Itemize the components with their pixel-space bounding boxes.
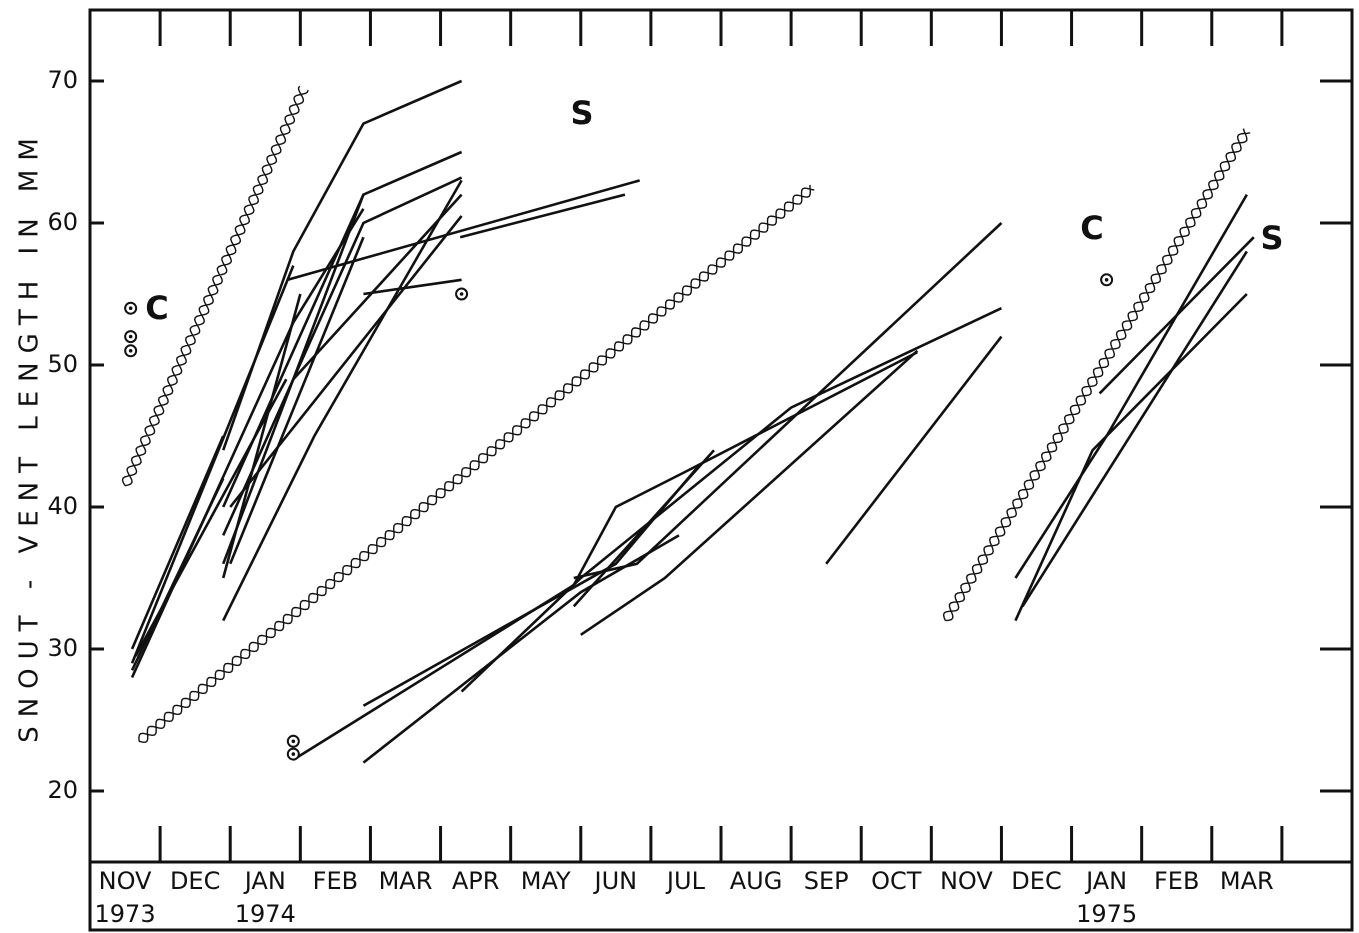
growth-line (287, 179, 641, 282)
y-tick-label: 30 (47, 634, 78, 662)
growth-line (362, 534, 680, 764)
x-month-label: MAY (521, 867, 571, 895)
growth-line (572, 449, 715, 608)
x-month-label: FEB (313, 867, 358, 895)
growth-line (130, 265, 295, 664)
x-year-label: 1975 (1076, 900, 1137, 928)
y-tick-label: 50 (47, 350, 78, 378)
annotation: C (1080, 209, 1103, 247)
x-year-label: 1974 (235, 900, 296, 928)
growth-line (222, 176, 463, 536)
x-month-label: OCT (871, 867, 922, 895)
x-month-label: DEC (170, 867, 220, 895)
x-month-label: DEC (1011, 867, 1061, 895)
annotation: C (145, 289, 168, 327)
growth-line (229, 236, 365, 565)
growth-line (221, 293, 302, 579)
x-year-label: 1973 (95, 900, 156, 928)
growth-line (292, 193, 463, 381)
growth-line (292, 351, 918, 761)
point-dot (128, 334, 133, 339)
growth-line (460, 307, 1002, 693)
y-tick-label: 70 (47, 66, 78, 94)
x-month-label: JAN (243, 867, 286, 895)
growth-line (134, 378, 288, 657)
growth-line (825, 335, 1003, 565)
x-month-label: NOV (940, 867, 993, 895)
growth-line (130, 478, 225, 671)
x-month-label: FEB (1154, 867, 1199, 895)
growth-line (1021, 250, 1248, 608)
x-month-label: JAN (1084, 867, 1127, 895)
growth-line (221, 194, 365, 565)
wavy-band (138, 184, 815, 744)
y-tick-label: 20 (47, 776, 78, 804)
x-month-label: NOV (99, 867, 152, 895)
growth-line (229, 215, 463, 508)
y-tick-label: 40 (47, 492, 78, 520)
growth-line (130, 435, 225, 650)
annotation: S (570, 94, 593, 132)
growth-line (573, 222, 1003, 580)
x-month-label: JUL (665, 867, 706, 895)
growth-line (1098, 236, 1255, 395)
wavy-band (942, 128, 1251, 622)
y-axis-label: SNOUT - VENT LENGTH IN MM (15, 129, 45, 743)
growth-line (292, 208, 365, 324)
point-dot (291, 752, 296, 756)
growth-line (363, 278, 462, 296)
x-month-label: AUG (730, 867, 783, 895)
growth-line (459, 193, 626, 239)
point-dot (1104, 278, 1109, 282)
plot-frame (88, 8, 1354, 864)
growth-line (221, 79, 463, 451)
growth-line (1014, 293, 1248, 622)
x-month-label: MAR (1220, 867, 1274, 895)
growth-line (1014, 193, 1248, 579)
wavy-band (121, 85, 309, 487)
y-tick-label: 60 (47, 208, 78, 236)
annotation: S (1260, 219, 1283, 257)
x-month-label: JUN (593, 867, 638, 895)
growth-line (362, 463, 701, 707)
x-month-label: MAR (379, 867, 433, 895)
point-dot (291, 739, 296, 744)
point-dot (128, 306, 133, 311)
x-month-label: SEP (804, 867, 849, 895)
point-dot (459, 292, 464, 296)
point-dot (128, 349, 133, 353)
growth-line (580, 349, 919, 636)
growth-line (222, 179, 463, 622)
x-month-label: APR (452, 867, 500, 895)
